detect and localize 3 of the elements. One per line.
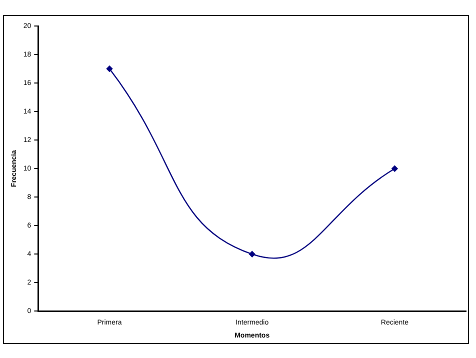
point [392, 166, 398, 172]
point [248, 251, 256, 258]
point [106, 66, 113, 72]
